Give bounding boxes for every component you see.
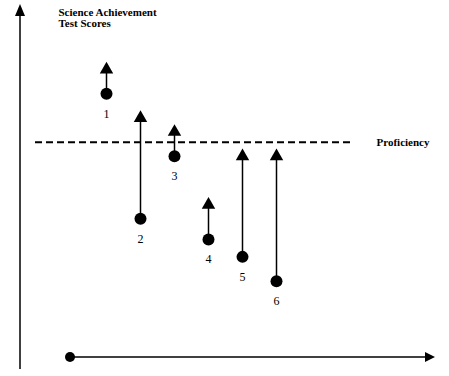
svg-text:6: 6 (274, 294, 280, 308)
svg-text:3: 3 (172, 169, 178, 183)
svg-text:Science AchievementTest Scores: Science AchievementTest Scores (59, 6, 157, 29)
svg-text:4: 4 (206, 252, 212, 266)
svg-text:Proficiency: Proficiency (377, 136, 430, 148)
svg-text:2: 2 (138, 232, 144, 246)
svg-text:1: 1 (104, 107, 110, 121)
svg-text:5: 5 (240, 270, 246, 284)
